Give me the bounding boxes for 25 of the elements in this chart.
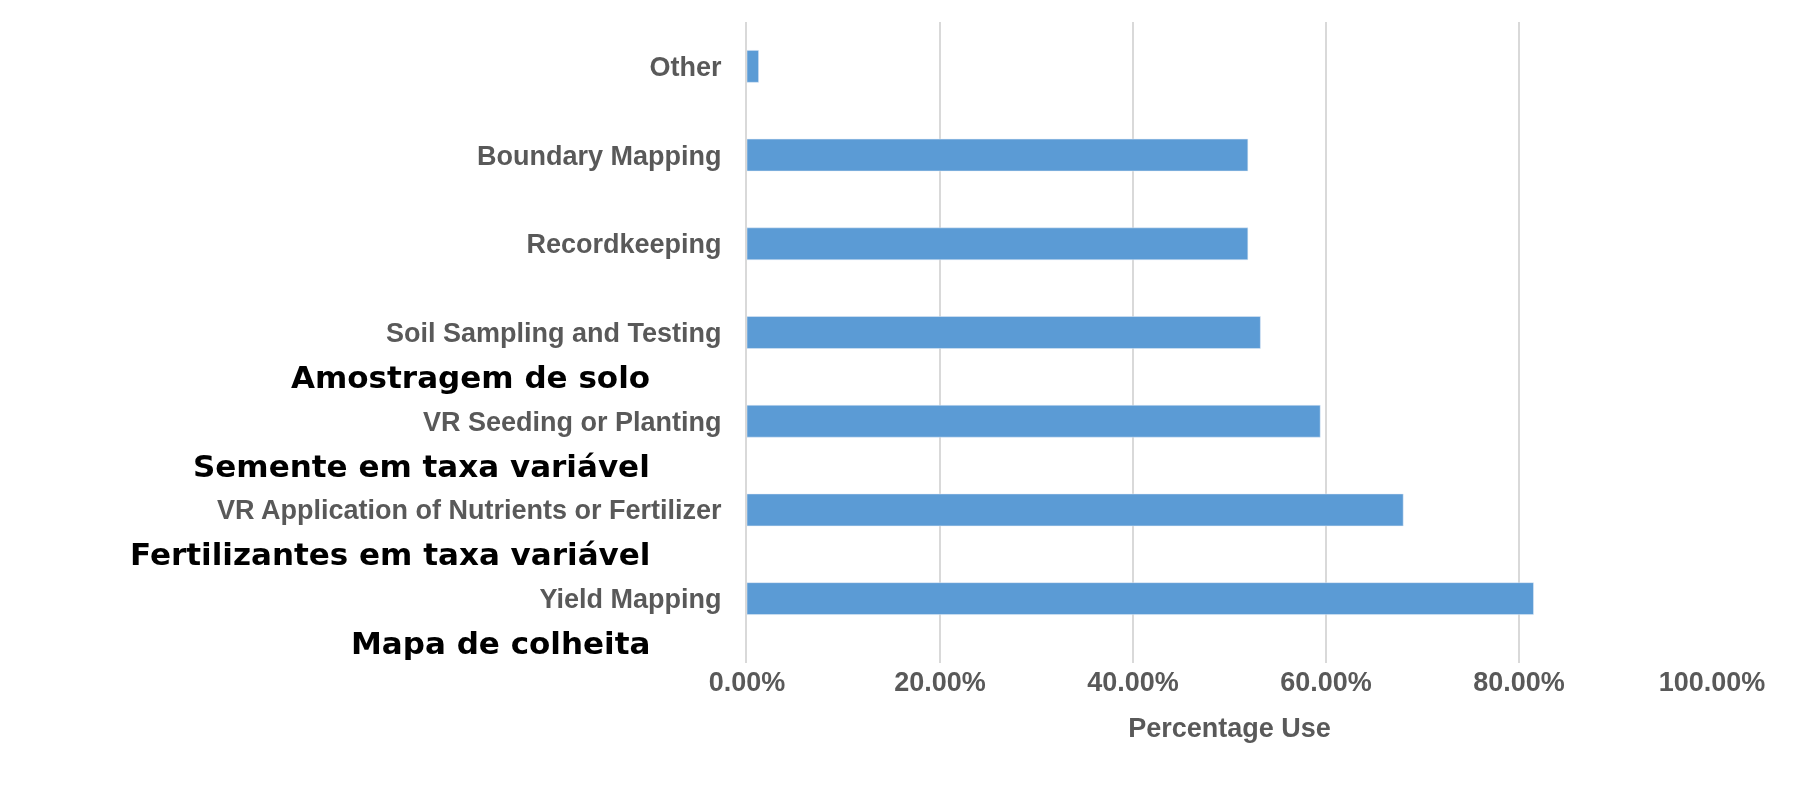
x-tick-label: 60.00% bbox=[1280, 667, 1372, 697]
x-tick-label: 100.00% bbox=[1658, 667, 1766, 697]
x-tick-label: 0.00% bbox=[708, 667, 786, 697]
y-tick-label: VR Application of Nutrients or Fertilizer bbox=[217, 495, 723, 526]
x-tick-label: 20.00% bbox=[894, 667, 986, 697]
bar bbox=[747, 582, 1534, 615]
text: Amostragem de solo bbox=[291, 359, 651, 395]
x-tick-label: 40.00% bbox=[1087, 667, 1179, 697]
y-tick-label: Yield Mapping bbox=[539, 584, 722, 615]
text: Fertilizantes em taxa variável bbox=[130, 536, 651, 572]
y-tick-label: Boundary Mapping bbox=[477, 140, 722, 171]
x-axis-title: Percentage Use bbox=[1128, 713, 1331, 744]
text: Semente em taxa variável bbox=[193, 448, 650, 484]
y-tick-label: Other bbox=[649, 51, 723, 82]
x-tick-label: 80.00% bbox=[1473, 667, 1565, 697]
y-tick-label: VR Seeding or Planting bbox=[423, 406, 722, 437]
bar bbox=[747, 493, 1404, 527]
bar bbox=[747, 50, 759, 83]
bar bbox=[747, 227, 1249, 260]
bar bbox=[747, 405, 1321, 438]
text: Mapa de colheita bbox=[351, 625, 651, 661]
y-tick-label: Soil Sampling and Testing bbox=[386, 317, 722, 348]
bar bbox=[747, 316, 1261, 349]
bar bbox=[747, 138, 1249, 172]
y-tick-label: Recordkeeping bbox=[526, 229, 722, 260]
